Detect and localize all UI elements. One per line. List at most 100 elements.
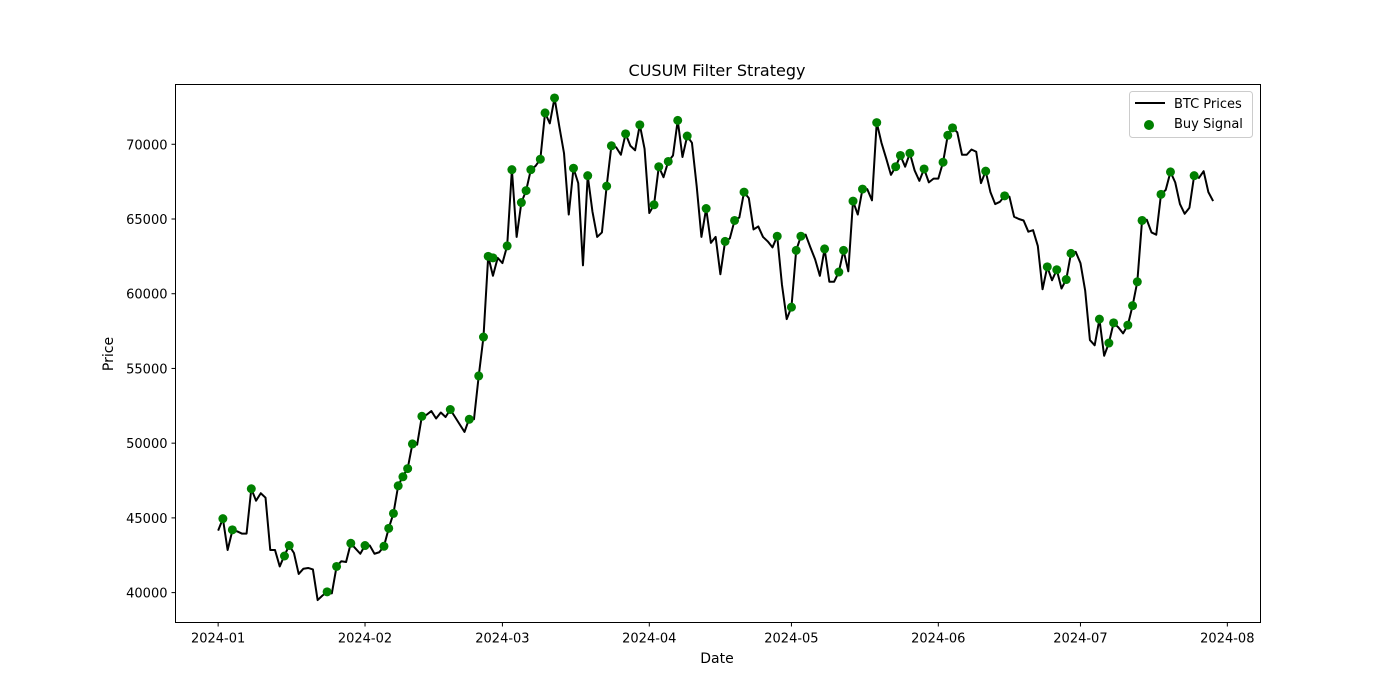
buy-signal-point (228, 525, 237, 534)
buy-signal-point (905, 149, 914, 158)
buy-signal-point (796, 232, 805, 241)
x-tick-label: 2024-03 (475, 632, 529, 647)
buy-signal-point (474, 371, 483, 380)
buy-signal-point (1123, 321, 1132, 330)
buy-signal-point (323, 587, 332, 596)
buy-signal-point (479, 333, 488, 342)
buy-signal-point (536, 155, 545, 164)
buy-signal-point (1166, 167, 1175, 176)
buy-signal-point (1128, 301, 1137, 310)
buy-signal-point (820, 244, 829, 253)
buy-signal-point (517, 198, 526, 207)
buy-signal-point (839, 246, 848, 255)
buy-signal-point (280, 552, 289, 561)
buy-signal-point (550, 93, 559, 102)
buy-signal-point (569, 164, 578, 173)
buy-signal-point (1052, 265, 1061, 274)
buy-signal-point (1109, 318, 1118, 327)
buy-signal-point (247, 484, 256, 493)
buy-signal-point (872, 118, 881, 127)
buy-signal-point (522, 186, 531, 195)
buy-signal-point (1157, 190, 1166, 199)
y-tick-label: 45000 (126, 512, 167, 527)
x-tick-label: 2024-02 (338, 632, 392, 647)
buy-signal-point (792, 246, 801, 255)
buy-signal-point (384, 524, 393, 533)
buy-signal-point (730, 216, 739, 225)
y-tick-label: 70000 (126, 138, 167, 153)
buy-signal-point (664, 157, 673, 166)
buy-signal-point (1062, 275, 1071, 284)
buy-signal-point (526, 165, 535, 174)
buy-signal-point (721, 237, 730, 246)
buy-signal-point (1095, 315, 1104, 324)
buy-signal-point (849, 197, 858, 206)
buy-signal-point (503, 241, 512, 250)
x-tick-label: 2024-04 (622, 632, 676, 647)
buy-signal-point (896, 151, 905, 160)
buy-signal-point (408, 439, 417, 448)
buy-signal-point (1133, 277, 1142, 286)
chart-title: CUSUM Filter Strategy (629, 61, 806, 80)
y-tick-label: 65000 (126, 213, 167, 228)
legend-label-btc-prices: BTC Prices (1174, 97, 1242, 112)
buy-signal-point (389, 509, 398, 518)
buy-signal-point (1104, 339, 1113, 348)
buy-signal-point (446, 405, 455, 414)
buy-signal-point (607, 141, 616, 150)
buy-signal-point (1043, 262, 1052, 271)
buy-signal-point (602, 182, 611, 191)
buy-signal-point (702, 204, 711, 213)
buy-signal-point (891, 162, 900, 171)
buy-signal-point (398, 472, 407, 481)
buy-signal-point (773, 232, 782, 241)
buy-signal-point (218, 514, 227, 523)
buy-signal-point (683, 132, 692, 141)
buy-signal-point (465, 415, 474, 424)
y-tick-label: 55000 (126, 362, 167, 377)
buy-signal-point (507, 165, 516, 174)
buy-signal-point (403, 464, 412, 473)
buy-signal-point (654, 162, 663, 171)
buy-signal-point (285, 541, 294, 550)
buy-signal-point (1066, 249, 1075, 258)
x-tick-label: 2024-01 (191, 632, 245, 647)
x-tick-label: 2024-07 (1053, 632, 1107, 647)
buy-signal-point (361, 541, 370, 550)
buy-signal-point (488, 253, 497, 262)
buy-signal-point (417, 412, 426, 421)
x-tick-label: 2024-05 (764, 632, 818, 647)
buy-signal-point (621, 129, 630, 138)
x-axis-label: Date (700, 651, 733, 667)
legend-marker-swatch (1144, 120, 1154, 130)
buy-signal-point (1000, 191, 1009, 200)
y-tick-label: 50000 (126, 437, 167, 452)
buy-signal-point (346, 539, 355, 548)
buy-signal-point (394, 481, 403, 490)
buy-signal-point (920, 164, 929, 173)
buy-signal-point (787, 303, 796, 312)
y-axis-label: Price (101, 337, 117, 371)
buy-signal-point (379, 542, 388, 551)
buy-signal-point (858, 185, 867, 194)
buy-signal-point (583, 171, 592, 180)
buy-signal-point (740, 188, 749, 197)
x-tick-label: 2024-06 (911, 632, 965, 647)
buy-signal-point (939, 158, 948, 167)
buy-signal-point (635, 120, 644, 129)
buy-signal-point (943, 131, 952, 140)
y-tick-label: 40000 (126, 587, 167, 602)
buy-signal-point (981, 167, 990, 176)
x-tick-label: 2024-08 (1200, 632, 1254, 647)
buy-signal-point (834, 268, 843, 277)
buy-signal-point (948, 123, 957, 132)
legend: BTC Prices Buy Signal (1130, 92, 1253, 138)
buy-signal-point (332, 562, 341, 571)
buy-signal-point (1138, 216, 1147, 225)
legend-label-buy-signal: Buy Signal (1174, 117, 1243, 132)
y-tick-label: 60000 (126, 288, 167, 303)
buy-signal-point (1190, 171, 1199, 180)
buy-signal-point (541, 108, 550, 117)
buy-signal-point (673, 116, 682, 125)
